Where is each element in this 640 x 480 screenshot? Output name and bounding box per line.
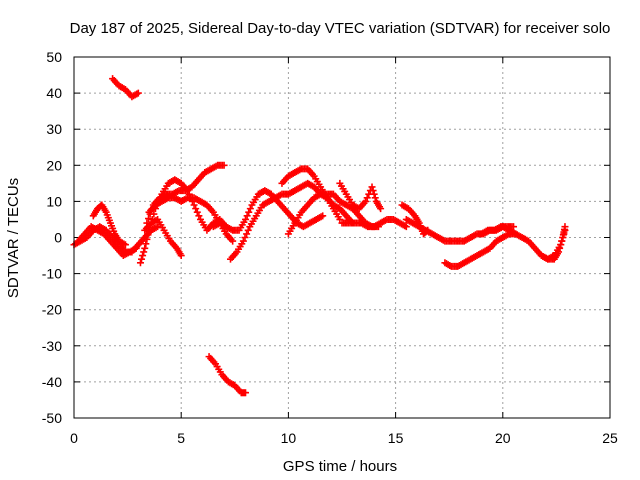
series-sat-d [109, 75, 142, 101]
data-point-marker [140, 248, 148, 256]
x-tick-label: 15 [388, 430, 404, 446]
data-point-marker [371, 194, 379, 202]
data-point-marker [239, 237, 247, 245]
data-point-marker [402, 223, 410, 231]
data-point-marker [143, 235, 151, 243]
series-sat-r [441, 230, 520, 270]
data-point-marker [558, 237, 566, 245]
data-point-marker [121, 241, 129, 249]
data-point-marker [193, 208, 201, 216]
y-tick-label: 40 [46, 85, 62, 101]
data-point-marker [134, 89, 142, 97]
data-point-marker [138, 255, 146, 263]
x-tick-label: 0 [70, 430, 78, 446]
y-tick-label: 30 [46, 121, 62, 137]
series-sat-g [141, 215, 185, 260]
data-point-marker [243, 212, 251, 220]
x-tick-label: 20 [495, 430, 511, 446]
data-point-marker [362, 197, 370, 205]
data-point-marker [192, 205, 200, 213]
data-point-marker [243, 230, 251, 238]
data-point-marker [220, 161, 228, 169]
data-point-marker [144, 231, 152, 239]
x-tick-label: 25 [602, 430, 618, 446]
data-point-marker [177, 252, 185, 260]
y-tick-label: -40 [42, 374, 62, 390]
data-point-marker [242, 215, 250, 223]
data-points [70, 75, 569, 397]
data-point-marker [510, 223, 518, 231]
data-point-marker [132, 244, 140, 252]
data-point-marker [244, 226, 252, 234]
data-point-marker [557, 241, 565, 249]
data-point-marker [136, 259, 144, 267]
series-sat-o [338, 215, 410, 231]
data-point-marker [368, 183, 376, 191]
x-tick-label: 5 [177, 430, 185, 446]
data-point-marker [246, 205, 254, 213]
y-tick-label: 50 [46, 49, 62, 65]
series-sat-t [537, 223, 569, 263]
y-tick-label: 10 [46, 193, 62, 209]
data-point-marker [141, 244, 149, 252]
data-point-marker [555, 248, 563, 256]
series-sat-h [145, 194, 237, 245]
y-tick-label: -50 [42, 410, 62, 426]
data-point-marker [245, 208, 253, 216]
series-sat-n [336, 179, 385, 213]
series-sat-s [477, 223, 518, 238]
x-axis-label: GPS time / hours [283, 458, 397, 475]
data-point-marker [242, 389, 250, 397]
chart-title: Day 187 of 2025, Sidereal Day-to-day VTE… [70, 20, 611, 37]
data-point-marker [142, 240, 150, 248]
plot-frame [73, 56, 611, 419]
y-axis-label: SDTVAR / TECUs [5, 178, 22, 298]
data-point-marker [561, 223, 569, 231]
data-point-marker [370, 190, 378, 198]
data-point-marker [241, 234, 249, 241]
y-tick-label: -30 [42, 338, 62, 354]
data-point-marker [377, 205, 385, 213]
series-sat-b [74, 223, 140, 260]
data-point-marker [363, 194, 371, 202]
data-point-marker [336, 215, 344, 223]
series-sat-k [209, 187, 327, 234]
series-sat-c [89, 201, 129, 249]
y-tick-label: 0 [54, 230, 62, 246]
data-point-marker [512, 230, 520, 238]
y-tick-label: 20 [46, 157, 62, 173]
data-point-marker [190, 201, 198, 209]
y-tick-label: -10 [42, 266, 62, 282]
y-tick-label: -20 [42, 302, 62, 318]
series-sat-i [205, 353, 250, 397]
data-point-marker [195, 212, 203, 220]
x-tick-label: 10 [281, 430, 297, 446]
data-point-marker [229, 237, 237, 245]
data-point-marker [139, 252, 147, 260]
data-point-marker [369, 187, 377, 195]
data-point-marker [145, 215, 153, 223]
data-point-marker [556, 244, 564, 252]
data-point-marker [319, 212, 327, 220]
